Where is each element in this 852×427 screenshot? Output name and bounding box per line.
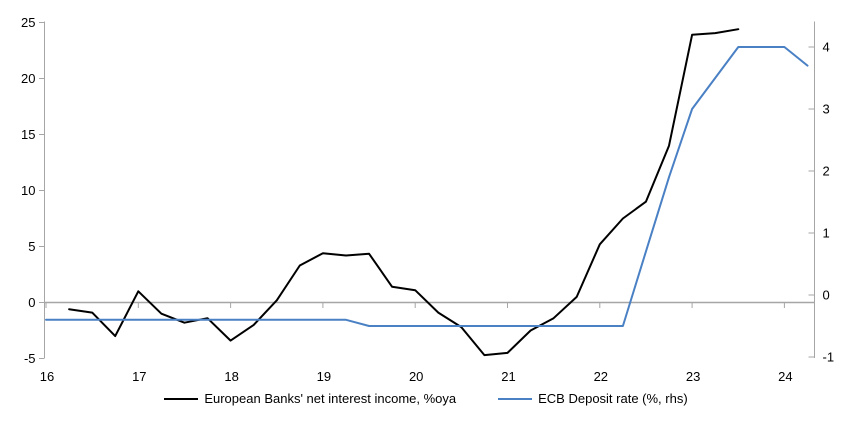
series-line-net-interest-income: [68, 28, 740, 357]
x-axis-tick-label: 21: [501, 369, 515, 384]
x-axis-tick-label: 20: [409, 369, 423, 384]
legend-line-swatch-black: [164, 397, 199, 400]
legend-label-net-interest-income: European Banks' net interest income, %oy…: [204, 391, 457, 406]
y-axis-right-tick-label: 2: [823, 164, 830, 179]
y-axis-right-tick-label: -1: [823, 350, 835, 365]
y-axis-right-tick-label: 4: [823, 40, 830, 55]
y-axis-right-tick-label: 3: [823, 102, 830, 117]
y-axis-left: -5 0 5 10 15 20 25: [21, 15, 45, 366]
y-axis-left-tick-label: 10: [21, 183, 35, 198]
y-axis-left-tick-label: 0: [28, 295, 35, 310]
y-axis-left-tick-label: 15: [21, 127, 35, 142]
y-axis-left-tick-label: 5: [28, 239, 35, 254]
legend-item-net-interest-income: European Banks' net interest income, %oy…: [164, 391, 456, 406]
y-axis-right-tick-label: 1: [823, 226, 830, 241]
y-axis-left-tick-label: -5: [24, 351, 36, 366]
x-axis-tick-label: 24: [778, 369, 792, 384]
x-axis-tick-label: 23: [686, 369, 700, 384]
series-line-ecb-deposit-rate: [45, 46, 809, 327]
legend-label-ecb-deposit-rate: ECB Deposit rate (%, rhs): [538, 391, 688, 406]
y-axis-right-tick-label: 0: [823, 288, 830, 303]
x-axis-tick-label: 22: [594, 369, 608, 384]
y-axis-left-tick-label: 25: [21, 15, 35, 30]
chart-legend: European Banks' net interest income, %oy…: [0, 391, 852, 406]
x-axis: 16 17 18 19 20 21 22 23 24: [40, 302, 793, 384]
x-axis-tick-label: 19: [317, 369, 331, 384]
y-axis-left-tick-label: 20: [21, 71, 35, 86]
legend-line-swatch-blue: [498, 397, 533, 400]
legend-item-ecb-deposit-rate: ECB Deposit rate (%, rhs): [498, 391, 688, 406]
y-axis-right: -1 0 1 2 3 4: [808, 21, 835, 365]
x-axis-tick-label: 18: [224, 369, 238, 384]
x-axis-tick-label: 16: [40, 369, 54, 384]
x-axis-tick-label: 17: [132, 369, 146, 384]
